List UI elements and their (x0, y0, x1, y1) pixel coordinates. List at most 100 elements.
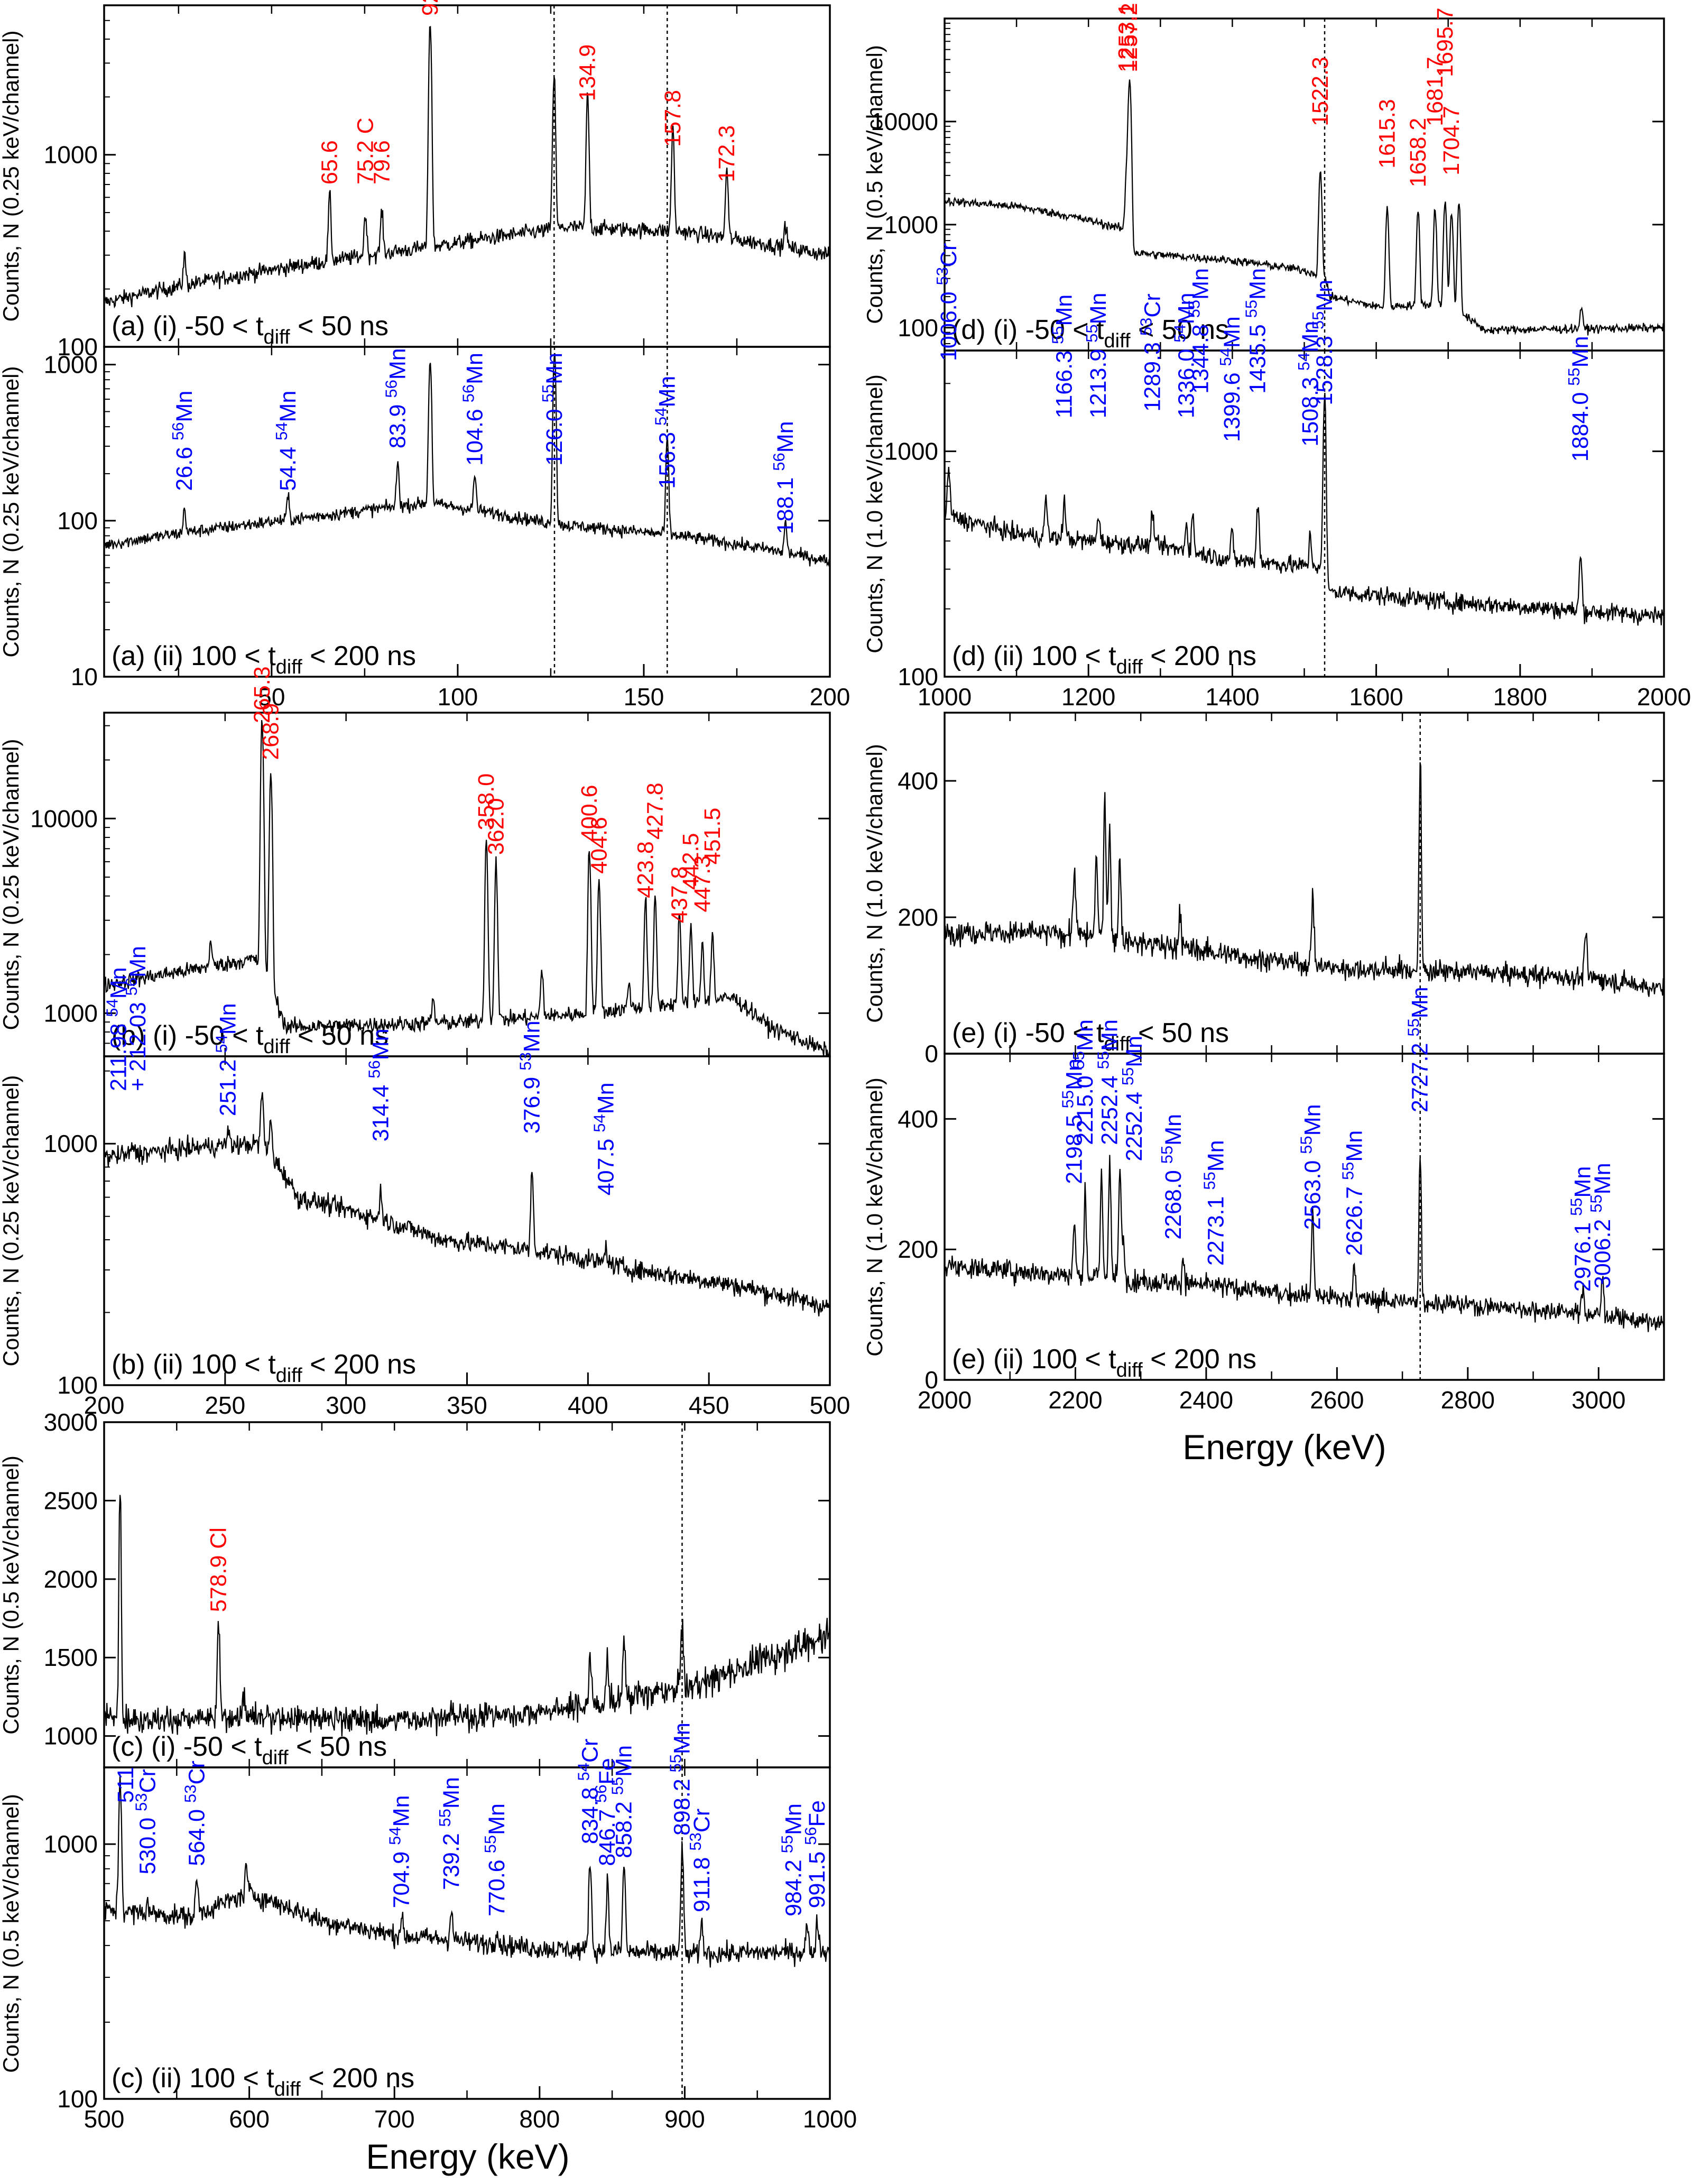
y-axis-label: Counts, N (0.25 keV/channel) (0, 31, 23, 322)
y-tick-label: 10000 (30, 805, 98, 832)
y-tick-label: 100 (57, 333, 98, 361)
y-axis-label: Counts, N (0.5 keV/channel) (0, 1455, 23, 1735)
peak-label: 2273.1 55Mn (1200, 1140, 1229, 1266)
condition-label: (c) (i) -50 < tdiff < 50 ns (112, 1731, 387, 1769)
spectrum-trace (944, 762, 1665, 997)
peak-label: 407.5 54Mn (590, 1083, 619, 1196)
x-tick-label: 200 (810, 683, 850, 711)
condition-label: (a) (ii) 100 < tdiff < 200 ns (112, 641, 416, 678)
x-tick-label: 100 (438, 683, 478, 711)
peak-label: 834.8 54Cr (574, 1739, 603, 1844)
y-tick-label: 1000 (44, 999, 98, 1027)
peak-label: 1257.2 (1117, 3, 1142, 72)
x-tick-label: 1800 (1493, 683, 1547, 711)
peak-label: 65.6 (317, 140, 343, 185)
peak-label: 1399.6 54Mn (1216, 316, 1245, 442)
panel-b-ii: 100 1000 200 250 300 350 400 450 500 Counts, N (0… (0, 946, 850, 1419)
panel-a-ii: 10 100 1000 50 100 150 200 Counts, N (0.25 keV/… (0, 346, 850, 711)
x-axis-title-right: Energy (keV) (1182, 1427, 1386, 1467)
peak-label: 92.6 (418, 0, 443, 16)
x-tick-label: 2200 (1048, 1386, 1102, 1414)
peak-label: 704.9 54Mn (386, 1795, 414, 1909)
peak-label: 2198.5 55Mn (1059, 1058, 1087, 1184)
y-tick-label: 0 (924, 1366, 938, 1394)
peak-label: 846.7 56Fe (591, 1758, 620, 1866)
y-tick-label: 1000 (884, 438, 938, 465)
condition-label: (b) (i) -50 < tdiff < 50 ns (112, 1020, 389, 1058)
y-tick-label: 0 (924, 1040, 938, 1067)
peak-label: 404.6 (586, 817, 612, 874)
y-axis-label: Counts, N (0.25 keV/channel) (0, 366, 23, 658)
condition-label: (d) (ii) 100 < tdiff < 200 ns (952, 641, 1256, 678)
panel-c-i: 1000 1500 2000 2500 3000 Counts, N (0.5 keV/c… (0, 1408, 831, 1769)
peak-label: 991.5 56Fe (801, 1800, 830, 1908)
condition-label: (c) (ii) 100 < tdiff < 200 ns (112, 2063, 414, 2100)
peak-label: 437.8 (667, 866, 692, 923)
peak-label: 2252.4 55Mn (1094, 1019, 1122, 1145)
peak-label: 157.8 (660, 90, 686, 147)
peak-label: 83.9 56Mn (382, 348, 411, 448)
peak-label: 362.0 (483, 798, 508, 855)
peak-label: 2727.2 55Mn (1404, 987, 1433, 1112)
x-tick-label: 250 (205, 1392, 245, 1419)
x-tick-label: 2600 (1310, 1386, 1364, 1414)
x-tick-label: 1600 (1349, 683, 1403, 711)
x-tick-label: 2800 (1441, 1386, 1495, 1414)
peak-label: 251.2 54Mn (212, 1003, 241, 1116)
peak-label: 423.8 (633, 841, 658, 898)
peak-label: + 212.03 56Mn (122, 946, 151, 1091)
condition-label: (e) (ii) 100 < tdiff < 200 ns (952, 1344, 1256, 1381)
peak-label: 858.2 55Mn (608, 1745, 637, 1858)
y-tick-label: 1000 (44, 141, 98, 169)
condition-label: (d) (i) -50 < tdiff < 50 ns (952, 315, 1229, 352)
peak-label: 211.98 54Mn (103, 967, 132, 1091)
peak-label: 1508.3 54Mn (1295, 321, 1323, 447)
spectrum-trace (104, 26, 830, 309)
x-tick-label: 400 (568, 1392, 608, 1419)
y-tick-label: 100 (57, 1371, 98, 1399)
y-axis-label: Counts, N (0.25 keV/channel) (0, 739, 23, 1030)
y-axis-label: Counts, N (1.0 keV/channel) (862, 1077, 887, 1357)
peak-label: 104.6 56Mn (459, 353, 487, 466)
peak-label: 1658.2 (1406, 118, 1431, 188)
peak-label: 447.3 (690, 855, 715, 913)
peak-label: 1615.3 (1374, 99, 1400, 169)
x-tick-label: 2000 (1637, 683, 1691, 711)
spectrum-trace (103, 1495, 831, 1737)
peak-label: 1289.3 53Cr (1137, 293, 1166, 411)
x-tick-label: 450 (689, 1392, 729, 1419)
peak-label: 2563.0 55Mn (1297, 1104, 1326, 1230)
peak-label: 1336.0 54Mn (1170, 293, 1199, 419)
panel-c-ii: 100 1000 500 600 700 800 900 1000 Counts, N (0.5… (0, 1722, 857, 2133)
peak-label: 156.3 54Mn (651, 376, 680, 489)
x-tick-label: 600 (229, 2105, 270, 2133)
y-tick-label: 100 (57, 2085, 98, 2113)
x-tick-label: 300 (326, 1392, 366, 1419)
peak-label: 1166.3 55Mn (1048, 294, 1077, 419)
peak-label: 2626.7 55Mn (1338, 1130, 1367, 1256)
x-tick-label: 2000 (918, 1386, 972, 1414)
x-tick-label: 200 (84, 1392, 125, 1419)
x-tick-label: 50 (258, 683, 285, 711)
peak-label: 172.3 (714, 125, 739, 182)
peak-label: 400.6 (577, 785, 602, 842)
y-tick-label: 1000 (884, 211, 938, 238)
peak-label: 3006.2 55Mn (1587, 1163, 1615, 1289)
peak-label: 1435.5 55Mn (1242, 268, 1271, 394)
peak-label: 75.2 C (353, 117, 378, 185)
peak-label: 265.3 (249, 666, 275, 723)
y-tick-label: 400 (898, 767, 938, 795)
peak-label: 770.6 55Mn (481, 1803, 510, 1916)
x-tick-label: 500 (84, 2105, 125, 2133)
y-tick-label: 1000 (44, 1830, 98, 1858)
y-axis-label: Counts, N (0.5 keV/channel) (862, 45, 887, 324)
peak-label: 1344.8 55Mn (1185, 268, 1214, 394)
y-tick-label: 100 (898, 314, 938, 342)
peak-label: 898.2 55Mn (667, 1722, 695, 1836)
x-tick-label: 500 (810, 1392, 850, 1419)
y-axis-label: Counts, N (0.5 keV/channel) (0, 1794, 23, 2073)
y-tick-label: 10000 (871, 108, 938, 135)
peak-label: 530.0 53Cr (132, 1769, 160, 1874)
peak-label: 1884.0 55Mn (1565, 336, 1593, 462)
